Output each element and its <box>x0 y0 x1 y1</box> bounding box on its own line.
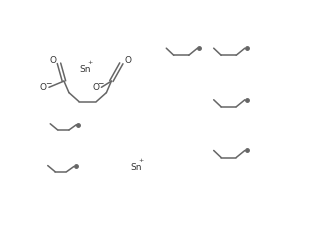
Text: −: − <box>97 79 104 88</box>
Text: Sn: Sn <box>130 163 142 172</box>
Text: +: + <box>138 158 144 163</box>
Text: O: O <box>40 83 47 92</box>
Text: +: + <box>87 61 92 65</box>
Text: O: O <box>49 56 56 65</box>
Text: −: − <box>45 79 51 88</box>
Text: Sn: Sn <box>79 65 90 74</box>
Text: O: O <box>124 56 131 65</box>
Text: O: O <box>92 83 99 92</box>
